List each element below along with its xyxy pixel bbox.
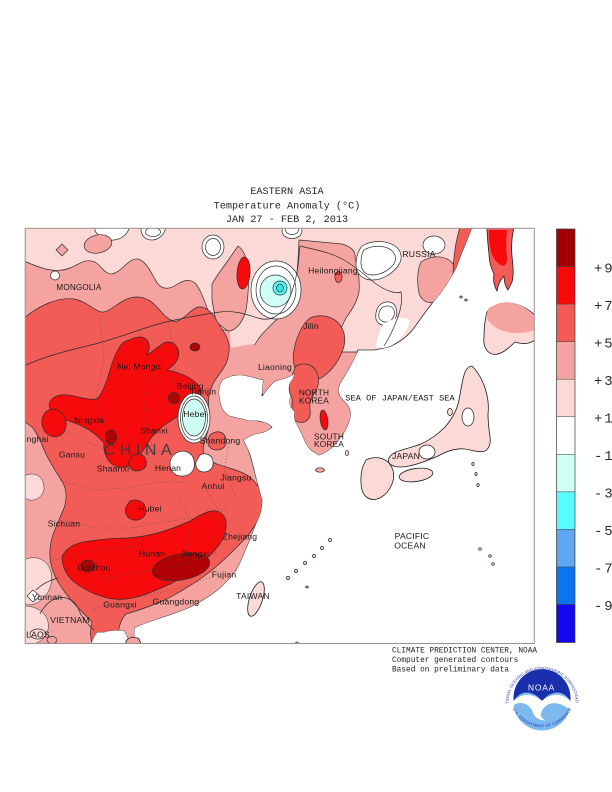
svg-text:+9: +9: [594, 262, 612, 278]
svg-text:EASTERN ASIA: EASTERN ASIA: [250, 187, 324, 198]
svg-text:Qinghai: Qinghai: [17, 434, 48, 444]
svg-text:Hubei: Hubei: [138, 504, 161, 514]
svg-text:+7: +7: [594, 299, 612, 315]
svg-text:OCEAN: OCEAN: [394, 541, 426, 551]
svg-text:-7: -7: [594, 562, 612, 578]
svg-text:Sichuan: Sichuan: [48, 519, 80, 529]
svg-text:Hunan: Hunan: [139, 549, 165, 559]
svg-text:Henan: Henan: [155, 463, 181, 473]
svg-text:Beijing: Beijing: [176, 381, 203, 391]
svg-text:Guizhou: Guizhou: [77, 563, 110, 573]
svg-text:PACIFIC: PACIFIC: [395, 531, 430, 541]
svg-text:-1: -1: [594, 449, 612, 465]
svg-text:-3: -3: [594, 487, 612, 503]
svg-text:RUSSIA: RUSSIA: [402, 249, 435, 259]
svg-text:Temperature Anomaly (°C): Temperature Anomaly (°C): [214, 201, 361, 213]
svg-text:JAPAN: JAPAN: [392, 451, 420, 461]
svg-text:NORTH: NORTH: [299, 388, 329, 398]
svg-text:KOREA: KOREA: [299, 396, 329, 406]
svg-text:Shandong: Shandong: [200, 436, 241, 446]
svg-text:Gansu: Gansu: [59, 450, 85, 460]
svg-text:CLIMATE PREDICTION CENTER, NOA: CLIMATE PREDICTION CENTER, NOAA: [392, 648, 537, 656]
svg-text:+3: +3: [594, 374, 612, 390]
svg-text:-9: -9: [594, 599, 612, 615]
svg-text:Nei Mongol: Nei Mongol: [117, 362, 162, 372]
svg-text:MONGOLIA: MONGOLIA: [56, 283, 102, 292]
svg-text:NOAA: NOAA: [528, 683, 555, 693]
svg-text:Computer generated contours: Computer generated contours: [392, 657, 519, 665]
svg-text:Hebei: Hebei: [183, 409, 206, 419]
svg-text:Guangdong: Guangdong: [153, 597, 200, 607]
svg-text:Tianjin: Tianjin: [190, 387, 216, 397]
svg-text:Shaanxi: Shaanxi: [97, 464, 129, 474]
svg-text:Guangxi: Guangxi: [103, 600, 136, 610]
svg-text:Shanxi: Shanxi: [140, 426, 167, 436]
svg-text:Heilongjiang: Heilongjiang: [308, 266, 358, 276]
svg-text:+1: +1: [594, 412, 612, 428]
svg-text:VIETNAM: VIETNAM: [50, 615, 90, 625]
svg-text:Zhejiang: Zhejiang: [223, 532, 258, 542]
svg-text:Anhui: Anhui: [202, 481, 225, 491]
svg-text:Liaoning: Liaoning: [258, 362, 292, 372]
svg-text:LAOS: LAOS: [26, 630, 50, 640]
svg-text:TAIWAN: TAIWAN: [236, 591, 270, 601]
svg-text:Jiangxi: Jiangxi: [181, 549, 209, 559]
svg-text:SEA OF JAPAN/EAST SEA: SEA OF JAPAN/EAST SEA: [345, 394, 455, 404]
svg-text:-5: -5: [594, 524, 612, 540]
svg-text:Fujian: Fujian: [212, 570, 237, 580]
svg-text:+5: +5: [594, 337, 612, 353]
svg-text:JAN 27 - FEB 2, 2013: JAN 27 - FEB 2, 2013: [226, 215, 348, 226]
svg-text:KOREA: KOREA: [314, 439, 344, 449]
svg-text:Yunnan: Yunnan: [32, 592, 62, 602]
svg-text:CHINA: CHINA: [104, 442, 176, 459]
svg-text:Based on preliminary data: Based on preliminary data: [392, 667, 509, 675]
svg-text:SOUTH: SOUTH: [314, 432, 344, 442]
svg-text:Ningxia: Ningxia: [74, 415, 104, 425]
svg-text:Jilin: Jilin: [303, 321, 319, 331]
svg-text:Jiangsu: Jiangsu: [220, 473, 251, 483]
